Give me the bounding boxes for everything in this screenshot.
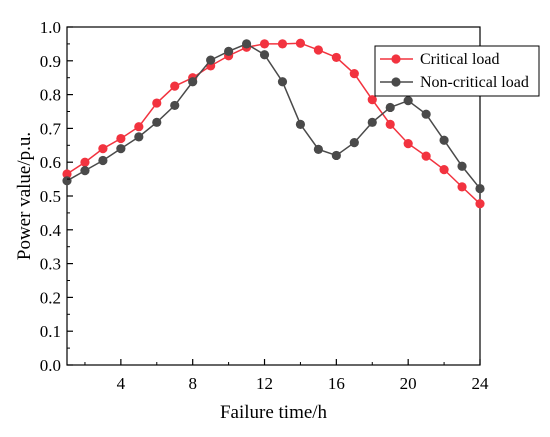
y-tick-label: 0.4 — [40, 221, 62, 240]
x-tick-label: 16 — [328, 374, 345, 393]
data-point — [116, 144, 126, 154]
data-point — [170, 81, 180, 91]
legend-item: Non-critical load — [380, 74, 529, 91]
series-layer — [62, 38, 485, 209]
y-tick-label: 0.9 — [40, 52, 61, 71]
data-point — [116, 133, 126, 144]
data-point — [277, 77, 288, 87]
legend-box — [374, 45, 540, 97]
data-point — [421, 109, 431, 119]
x-tick-label: 4 — [117, 374, 126, 393]
data-point — [80, 157, 90, 167]
data-point — [475, 199, 485, 209]
y-tick-label: 0.2 — [40, 288, 61, 307]
data-point — [259, 50, 270, 60]
x-tick-label: 12 — [256, 374, 273, 393]
x-tick-label: 20 — [400, 374, 417, 393]
y-tick-label: 0.8 — [40, 86, 61, 105]
legend-label: Critical load — [420, 51, 500, 68]
data-point — [421, 151, 431, 161]
data-point — [475, 183, 485, 194]
data-point — [385, 102, 395, 113]
x-tick-label: 8 — [188, 374, 197, 393]
legend: Critical load Non-critical load — [374, 45, 540, 97]
data-point — [331, 150, 341, 161]
data-point — [385, 119, 395, 129]
plot-area: 4 8 12 16 20 24 0.00.10.20.30.40.50.60.70.80.… — [40, 18, 489, 393]
y-tick-label: 0.1 — [40, 322, 61, 341]
data-point — [277, 39, 288, 49]
data-point — [367, 95, 377, 105]
data-point — [313, 144, 323, 154]
data-point — [349, 137, 359, 148]
y-tick-label: 0.7 — [40, 119, 62, 138]
y-tick-label: 0.6 — [40, 153, 61, 172]
data-point — [152, 117, 162, 127]
data-point — [295, 38, 306, 48]
data-point — [62, 169, 72, 179]
y-tick-label: 0.3 — [40, 255, 61, 274]
y-axis: 0.0 0.1 0.2 0.3 0.4 0.5 0.6 0.7 0.8 0.9 1.0 — [40, 18, 73, 375]
data-point — [349, 69, 359, 79]
data-point — [80, 166, 90, 176]
data-point — [62, 176, 72, 186]
data-point — [241, 39, 252, 49]
data-point — [224, 46, 234, 56]
legend-item: Critical load — [380, 51, 500, 68]
data-point — [134, 122, 144, 132]
x-axis: 4 8 12 16 20 24 — [84, 359, 490, 393]
data-point — [206, 55, 216, 65]
data-point — [134, 132, 144, 142]
y-tick-label: 0.0 — [40, 356, 61, 375]
data-point — [188, 77, 198, 87]
data-point — [170, 100, 180, 111]
legend-marker — [391, 54, 401, 64]
data-point — [367, 117, 377, 127]
data-point — [98, 155, 108, 166]
legend-marker — [391, 77, 401, 87]
y-tick-label: 0.5 — [40, 187, 61, 206]
data-point — [98, 144, 108, 154]
data-point — [439, 135, 449, 145]
x-axis-title: Failure time/h — [220, 402, 328, 423]
y-axis-title: Power value/p.u. — [14, 132, 35, 260]
data-point — [457, 182, 467, 192]
legend-label: Non-critical load — [420, 74, 529, 91]
y-tick-label: 1.0 — [40, 18, 61, 37]
data-point — [331, 52, 341, 63]
data-point — [152, 98, 162, 108]
data-point — [403, 96, 413, 106]
data-point — [403, 139, 413, 149]
data-point — [295, 119, 306, 129]
x-tick-label: 24 — [472, 374, 490, 393]
data-point — [313, 45, 323, 55]
legend-items: Critical load Non-critical load — [380, 51, 529, 91]
data-point — [259, 39, 270, 49]
series-2 — [62, 39, 485, 194]
data-point — [457, 161, 467, 171]
series-1 — [62, 38, 485, 209]
data-point — [439, 165, 449, 175]
